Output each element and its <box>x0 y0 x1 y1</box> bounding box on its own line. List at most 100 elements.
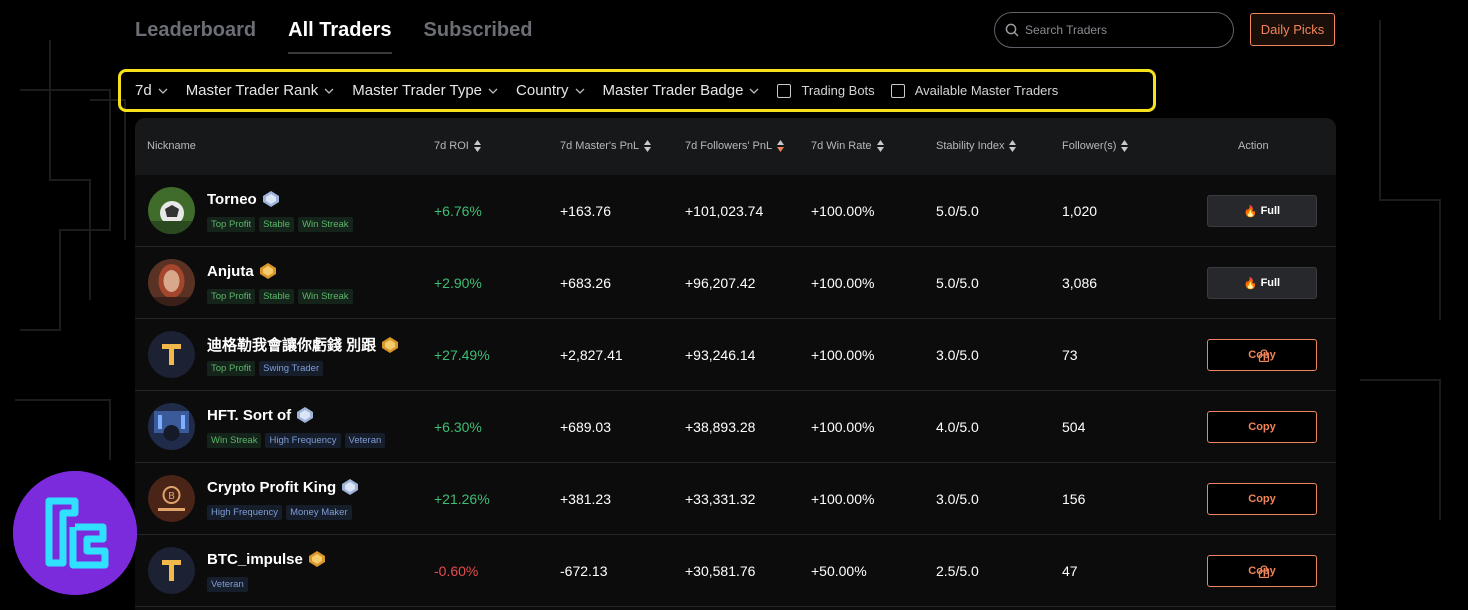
trader-name[interactable]: Crypto Profit King <box>207 478 360 496</box>
trader-name[interactable]: 迪格勒我會讓你虧錢 別跟 <box>207 334 400 355</box>
header-followers-label: Follower(s) <box>1062 140 1117 152</box>
followers-value: 156 <box>1062 491 1086 507</box>
avatar[interactable] <box>148 187 195 234</box>
sort-icon[interactable] <box>473 140 481 152</box>
header-followers[interactable]: Follower(s) <box>1062 140 1129 152</box>
svg-text:B: B <box>168 491 175 502</box>
table-row[interactable]: BTC_impulse Veteran -0.60% -672.13 +30,5… <box>135 535 1336 607</box>
tab-all-traders[interactable]: All Traders <box>288 16 392 54</box>
header-master-pnl[interactable]: 7d Master's PnL <box>560 140 652 152</box>
daily-picks-button[interactable]: Daily Picks <box>1250 13 1335 46</box>
diamond-badge-icon <box>342 479 359 495</box>
trading-bots-checkbox[interactable]: Trading Bots <box>777 83 875 98</box>
tag-list: Top Profit Stable Win Streak <box>207 217 353 232</box>
copy-button[interactable]: Copy <box>1207 555 1317 587</box>
tag: Stable <box>259 217 295 232</box>
sort-icon[interactable] <box>1009 140 1017 152</box>
avatar[interactable] <box>148 331 195 378</box>
badge-filter[interactable]: Master Trader Badge <box>603 82 760 99</box>
header-followers-pnl-label: 7d Followers' PnL <box>685 140 773 152</box>
roi-value: +2.90% <box>434 275 482 291</box>
fire-icon: 🔥 <box>1243 205 1258 218</box>
tab-subscribed[interactable]: Subscribed <box>423 19 533 41</box>
table-row[interactable]: Anjuta Top Profit Stable Win Streak +2.9… <box>135 247 1336 319</box>
rank-filter[interactable]: Master Trader Rank <box>186 82 335 99</box>
search-box[interactable] <box>994 12 1234 48</box>
trader-name-text: Torneo <box>207 190 257 208</box>
trader-name-text: Anjuta <box>207 262 254 280</box>
followers-value: 3,086 <box>1062 275 1098 291</box>
sort-icon[interactable] <box>876 140 884 152</box>
table-row[interactable]: Torneo Top Profit Stable Win Streak +6.7… <box>135 175 1336 247</box>
gold-badge-icon <box>308 551 325 567</box>
win-rate-value: +100.00% <box>811 347 875 363</box>
full-button[interactable]: 🔥 Full <box>1207 195 1317 227</box>
table-row[interactable]: B Crypto Profit King High Frequency Mone… <box>135 463 1336 535</box>
followers-pnl-value: +93,246.14 <box>685 347 756 363</box>
header-master-pnl-label: 7d Master's PnL <box>560 140 640 152</box>
sort-icon[interactable] <box>1121 140 1129 152</box>
tag: Top Profit <box>207 289 256 304</box>
followers-pnl-value: +96,207.42 <box>685 275 756 291</box>
master-pnl-value: +2,827.41 <box>560 347 623 363</box>
search-icon <box>1005 23 1019 37</box>
chevron-down-icon <box>324 88 334 94</box>
avatar[interactable]: B <box>148 475 195 522</box>
table-row[interactable]: HFT. Sort of Win Streak High Frequency V… <box>135 391 1336 463</box>
tag: High Frequency <box>265 433 341 448</box>
available-traders-checkbox[interactable]: Available Master Traders <box>890 83 1059 98</box>
win-rate-value: +50.00% <box>811 563 867 579</box>
tab-leaderboard[interactable]: Leaderboard <box>135 19 257 41</box>
master-pnl-value: +163.76 <box>560 203 611 219</box>
search-input[interactable] <box>1025 23 1215 37</box>
master-pnl-value: +683.26 <box>560 275 611 291</box>
tag: Win Streak <box>207 433 262 448</box>
trader-name[interactable]: HFT. Sort of <box>207 406 315 424</box>
header-stability[interactable]: Stability Index <box>936 140 1017 152</box>
trader-name[interactable]: Anjuta <box>207 262 278 280</box>
roi-value: +27.49% <box>434 347 490 363</box>
trader-name[interactable]: Torneo <box>207 190 281 208</box>
trader-name-text: Crypto Profit King <box>207 478 337 496</box>
full-button-label: Full <box>1260 277 1281 289</box>
table-row[interactable]: 迪格勒我會讓你虧錢 別跟 Top Profit Swing Trader +27… <box>135 319 1336 391</box>
avatar[interactable] <box>148 403 195 450</box>
win-rate-value: +100.00% <box>811 203 875 219</box>
copy-button[interactable]: Copy <box>1207 411 1317 443</box>
lock-icon <box>1258 565 1270 578</box>
trader-name[interactable]: BTC_impulse <box>207 550 327 568</box>
badge-filter-label: Master Trader Badge <box>602 82 744 99</box>
avatar[interactable] <box>148 547 195 594</box>
table-header: Nickname 7d ROI 7d Master's PnL 7d Follo… <box>135 118 1336 175</box>
header-win-rate-label: 7d Win Rate <box>811 140 872 152</box>
tag: Win Streak <box>298 217 353 232</box>
header-action-label: Action <box>1238 140 1269 152</box>
period-filter[interactable]: 7d <box>135 82 168 99</box>
tag: Stable <box>259 289 295 304</box>
sort-icon[interactable] <box>777 140 785 152</box>
type-filter[interactable]: Master Trader Type <box>352 82 498 99</box>
full-button-label: Full <box>1260 205 1281 217</box>
full-button[interactable]: 🔥 Full <box>1207 267 1317 299</box>
country-filter[interactable]: Country <box>516 82 585 99</box>
tag-list: Veteran <box>207 577 248 592</box>
header-win-rate[interactable]: 7d Win Rate <box>811 140 884 152</box>
sort-icon[interactable] <box>644 140 652 152</box>
header-roi[interactable]: 7d ROI <box>434 140 481 152</box>
tag: Veteran <box>344 433 386 448</box>
tag: Veteran <box>207 577 248 592</box>
followers-pnl-value: +30,581.76 <box>685 563 756 579</box>
copy-button[interactable]: Copy <box>1207 483 1317 515</box>
avatar[interactable] <box>148 259 195 306</box>
checkbox-box[interactable] <box>777 83 792 98</box>
logo-mark-icon <box>13 471 137 595</box>
copy-button[interactable]: Copy <box>1207 339 1317 371</box>
header-followers-pnl[interactable]: 7d Followers' PnL <box>685 140 785 152</box>
stability-value: 3.0/5.0 <box>936 491 979 507</box>
chevron-down-icon <box>488 88 498 94</box>
checkbox-box[interactable] <box>890 83 905 98</box>
tag-list: High Frequency Money Maker <box>207 505 352 520</box>
stability-value: 2.5/5.0 <box>936 563 979 579</box>
available-traders-label: Available Master Traders <box>914 83 1059 98</box>
followers-pnl-value: +33,331.32 <box>685 491 756 507</box>
